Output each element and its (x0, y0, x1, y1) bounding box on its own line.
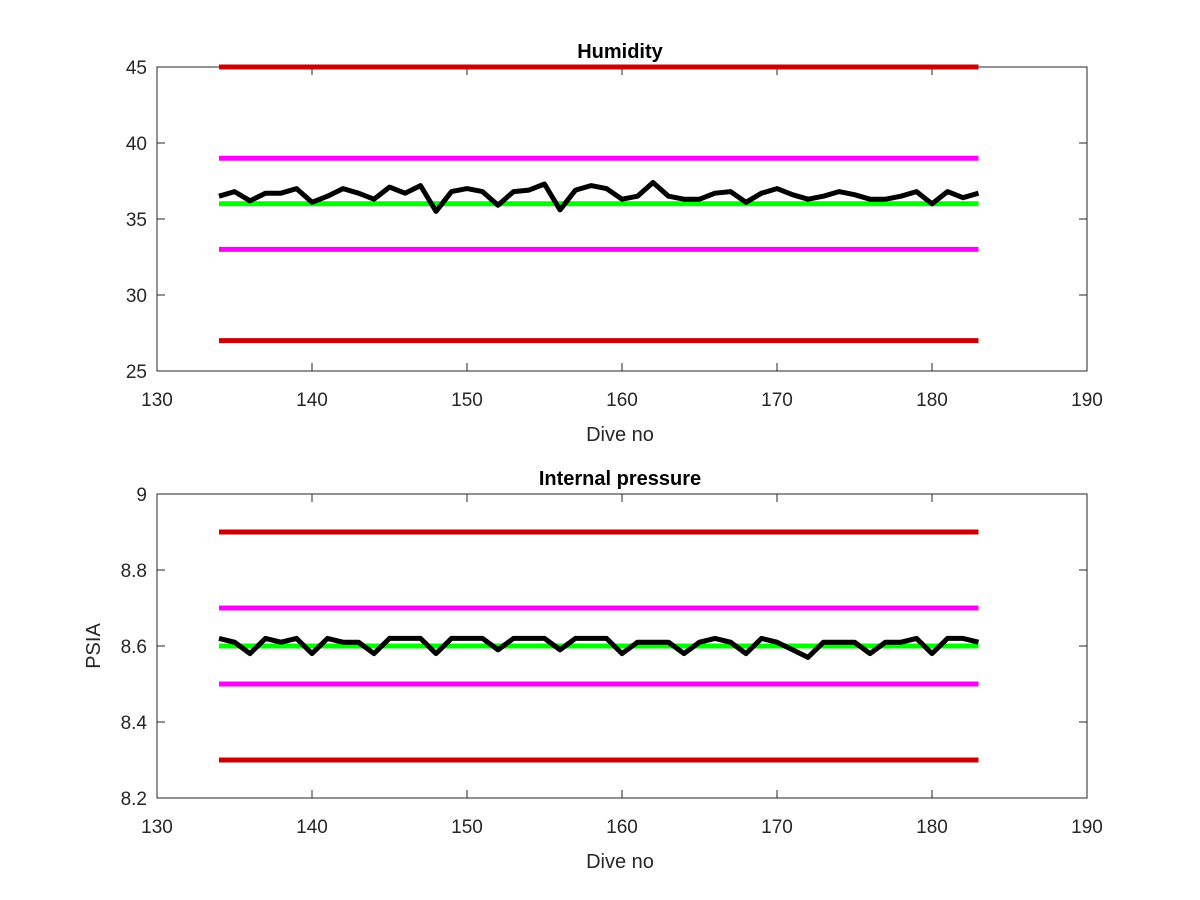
x-tick-label: 170 (761, 817, 793, 838)
x-tick-label: 150 (451, 390, 483, 411)
chart-title: Internal pressure (539, 468, 701, 490)
series-line (218, 180, 980, 214)
x-tick-label: 190 (1071, 817, 1103, 838)
y-axis-label: PSIA (83, 623, 105, 669)
y-tick-label: 8.8 (121, 561, 147, 582)
x-axis-label: Dive no (586, 424, 654, 446)
x-tick-label: 160 (606, 390, 638, 411)
x-tick-label: 130 (141, 390, 173, 411)
x-tick-label: 170 (761, 390, 793, 411)
x-axis-label: Dive no (586, 851, 654, 873)
y-tick-label: 8.4 (121, 713, 148, 734)
y-tick-label: 35 (126, 210, 147, 231)
humidity-chart: Humidity Dive no 130 140 150 160 170 180 190 25… (126, 41, 1103, 446)
x-tick-label: 150 (451, 817, 483, 838)
y-tick-label: 40 (126, 134, 147, 155)
internal-pressure-chart: Internal pressure Dive no PSIA 130 140 150… (83, 468, 1103, 873)
y-tick-label: 45 (126, 58, 147, 79)
series-line (218, 635, 980, 660)
y-tick-label: 8.6 (121, 637, 147, 658)
x-tick-label: 190 (1071, 390, 1103, 411)
x-tick-label: 140 (296, 390, 328, 411)
y-tick-label: 30 (126, 286, 147, 307)
x-tick-label: 160 (606, 817, 638, 838)
y-tick-label: 8.2 (121, 789, 147, 810)
chart-title: Humidity (577, 41, 663, 63)
x-tick-label: 140 (296, 817, 328, 838)
x-tick-label: 130 (141, 817, 173, 838)
y-tick-label: 9 (136, 485, 147, 506)
y-tick-label: 25 (126, 362, 147, 383)
x-tick-label: 180 (916, 817, 948, 838)
x-tick-label: 180 (916, 390, 948, 411)
